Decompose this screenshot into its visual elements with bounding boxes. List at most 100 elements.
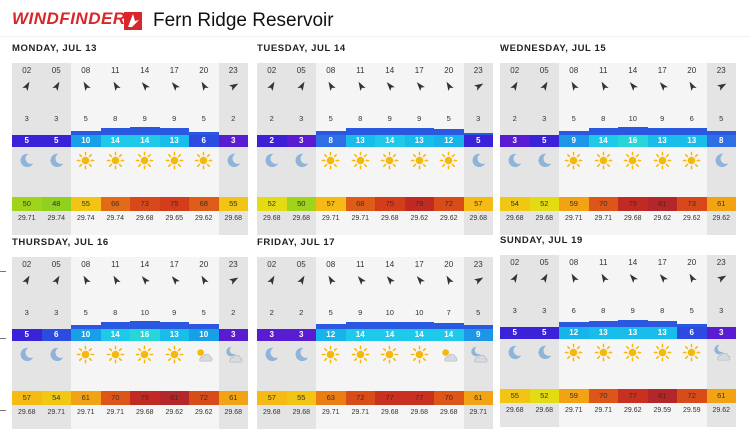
hour-column[interactable]: 17 9 13 75 29.65: [159, 63, 189, 235]
sun-icon: [351, 345, 369, 364]
wind-direction-arrow-icon: [510, 273, 518, 283]
hour-column[interactable]: 11 8 14 70 29.71: [100, 257, 130, 429]
hour-column[interactable]: 05 3 3 50 29.68: [286, 63, 316, 235]
wind-gust-cell: 13: [647, 327, 677, 339]
wind-gust-cell: 5: [529, 135, 559, 147]
wind-speed-value: 9: [358, 308, 363, 317]
wind-gust-cell: 10: [71, 329, 101, 341]
pressure-value: 29.62: [165, 409, 184, 416]
hour-column[interactable]: 11 9 14 72 29.71: [345, 257, 375, 429]
sun-icon: [653, 151, 671, 170]
hour-column[interactable]: 20 5 6 68 29.62: [189, 63, 219, 235]
pressure-value: 29.71: [351, 215, 370, 222]
hour-column[interactable]: 11 8 13 70 29.71: [588, 255, 618, 427]
temperature-cell: 63: [316, 391, 346, 405]
pressure-value: 29.68: [623, 215, 642, 222]
wind-gust-cell: 10: [189, 329, 219, 341]
hour-column[interactable]: 08 5 10 55 29.74: [71, 63, 101, 235]
hour-column[interactable]: 23 5 9 61 29.71: [463, 257, 493, 429]
hour-label: 17: [657, 66, 667, 75]
hour-column[interactable]: 05 3 5 52 29.68: [529, 255, 559, 427]
brand-wordmark[interactable]: WINDFINDER: [12, 9, 126, 28]
hour-column[interactable]: 14 9 13 77 29.62: [618, 255, 648, 427]
hour-column[interactable]: 05 3 5 52 29.68: [529, 63, 559, 235]
temperature-cell: 72: [677, 389, 707, 403]
header-bar: WINDFINDER Fern Ridge Reservoir: [0, 0, 750, 37]
sun-icon: [321, 345, 340, 364]
forecast-grid: 02 2 3 57 29.68 05 2 3 55 29.68 08 5 12 63 29.71 11 9 14 7…: [257, 257, 493, 429]
temperature-cell: 61: [71, 391, 101, 405]
hour-column[interactable]: 14 10 16 79 29.68: [618, 63, 648, 235]
hour-column[interactable]: 14 9 14 75 29.68: [375, 63, 405, 235]
pressure-value: 29.68: [262, 215, 281, 222]
hour-column[interactable]: 08 5 12 63 29.71: [316, 257, 346, 429]
moon-icon: [50, 347, 63, 362]
temperature-cell: 77: [375, 391, 405, 405]
forecast-day-panel: THURSDAY, JUL 16 02 3 5 57 29.68 05 3 6 54 29.71 08…: [12, 237, 248, 429]
sun-icon: [653, 343, 671, 362]
hour-column[interactable]: 17 8 13 81 29.59: [647, 255, 677, 427]
hour-column[interactable]: 11 8 14 66 29.74: [100, 63, 130, 235]
hour-column[interactable]: 17 10 14 77 29.68: [404, 257, 434, 429]
wind-direction-arrow-icon: [571, 81, 579, 91]
wind-direction-arrow-icon: [716, 83, 726, 91]
wind-direction-arrow-icon: [473, 277, 483, 285]
hour-column[interactable]: 05 2 3 55 29.68: [286, 257, 316, 429]
hour-column[interactable]: 02 2 3 57 29.68: [257, 257, 287, 429]
wind-gust-cell: 2: [257, 135, 287, 147]
pressure-value: 29.62: [410, 215, 429, 222]
hour-column[interactable]: 14 10 14 77 29.68: [375, 257, 405, 429]
hour-column[interactable]: 20 7 14 70 29.68: [434, 257, 464, 429]
hour-column[interactable]: 02 3 5 57 29.68: [12, 257, 42, 429]
margin-tick: [0, 271, 6, 272]
hour-column[interactable]: 02 3 5 55 29.68: [500, 255, 530, 427]
hour-column[interactable]: 02 2 3 54 29.68: [500, 63, 530, 235]
wind-gust-cell: 13: [647, 135, 677, 147]
pressure-value: 29.74: [76, 215, 95, 222]
hour-label: 02: [22, 260, 32, 269]
hour-column[interactable]: 11 8 13 68 29.71: [345, 63, 375, 235]
hour-column[interactable]: 08 5 10 61 29.71: [71, 257, 101, 429]
hour-column[interactable]: 20 6 13 73 29.62: [677, 63, 707, 235]
wind-gust-cell: 5: [529, 327, 559, 339]
windfinder-logo-icon: [124, 12, 142, 30]
hour-column[interactable]: 17 9 13 81 29.62: [647, 63, 677, 235]
wind-direction-arrow-icon: [386, 82, 395, 91]
pressure-value: 29.71: [47, 409, 66, 416]
hour-column[interactable]: 20 5 6 72 29.59: [677, 255, 707, 427]
sun-icon: [564, 151, 583, 170]
hour-column[interactable]: 17 9 13 79 29.62: [404, 63, 434, 235]
wind-speed-value: 10: [415, 308, 424, 317]
hour-column[interactable]: 20 5 12 72 29.62: [434, 63, 464, 235]
hour-column[interactable]: 14 9 14 73 29.68: [130, 63, 160, 235]
hour-column[interactable]: 05 3 5 48 29.74: [41, 63, 71, 235]
hour-column[interactable]: 08 5 8 57 29.71: [316, 63, 346, 235]
hour-column[interactable]: 02 3 5 50 29.71: [12, 63, 42, 235]
hour-label: 20: [687, 258, 697, 267]
forecast-grid: 02 3 5 55 29.68 05 3 5 52 29.68 08 6 12 59 29.71 11 8 13 7…: [500, 255, 736, 427]
hour-column[interactable]: 05 3 6 54 29.71: [41, 257, 71, 429]
wind-level-bar: [559, 322, 589, 327]
hour-label: 14: [385, 66, 395, 75]
hour-column[interactable]: 11 8 14 70 29.71: [588, 63, 618, 235]
hour-column[interactable]: 08 5 9 59 29.71: [559, 63, 589, 235]
day-title: WEDNESDAY, JUL 15: [500, 43, 607, 54]
wind-level-bar: [375, 128, 405, 135]
hour-column[interactable]: 23 2 3 61 29.68: [218, 257, 248, 429]
hour-label: 17: [657, 258, 667, 267]
wind-speed-value: 5: [328, 114, 333, 123]
hour-column[interactable]: 23 3 5 57 29.68: [463, 63, 493, 235]
hour-column[interactable]: 17 9 13 81 29.62: [159, 257, 189, 429]
temperature-cell: 59: [559, 389, 589, 403]
hour-column[interactable]: 23 5 8 61 29.62: [706, 63, 736, 235]
hour-column[interactable]: 23 3 3 61 29.62: [706, 255, 736, 427]
hour-label: 05: [51, 260, 61, 269]
hour-label: 14: [140, 260, 150, 269]
moon-icon: [20, 153, 34, 168]
hour-column[interactable]: 02 2 2 52 29.68: [257, 63, 287, 235]
hour-column[interactable]: 23 2 3 55 29.68: [218, 63, 248, 235]
hour-column[interactable]: 08 6 12 59 29.71: [559, 255, 589, 427]
hour-label: 23: [228, 260, 238, 269]
hour-column[interactable]: 20 5 10 72 29.62: [189, 257, 219, 429]
hour-column[interactable]: 14 10 16 79 29.68: [130, 257, 160, 429]
